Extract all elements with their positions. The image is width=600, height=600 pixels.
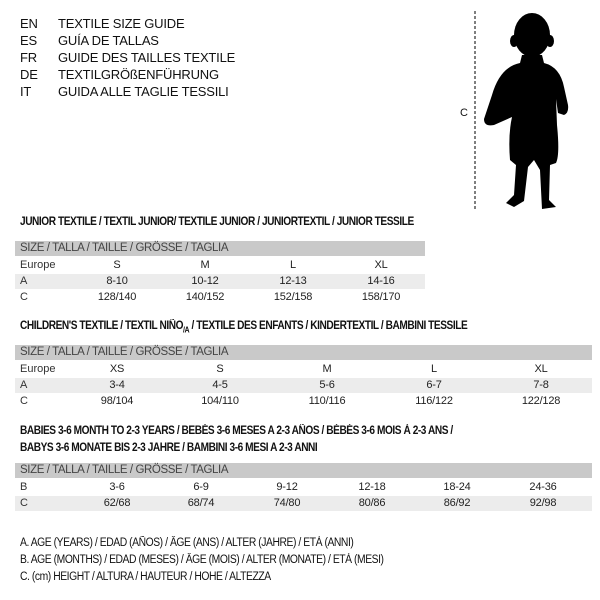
- table-cell: 86/92: [443, 497, 471, 509]
- table-cell: 80/86: [358, 497, 386, 509]
- table-row: B 3-6 6-9 9-12 12-18 18-24 24-36: [15, 480, 592, 495]
- language-label: GUIDA ALLE TAGLIE TESSILI: [58, 84, 229, 99]
- table-cell: 10-12: [191, 275, 219, 287]
- table-cell: 5-6: [319, 379, 335, 391]
- language-label: TEXTILGRÖßENFÜHRUNG: [58, 67, 219, 82]
- babies-title-line2: BABYS 3-6 MONATE BIS 2-3 JAHRE / BAMBINI…: [20, 442, 318, 454]
- row-label: B: [20, 481, 28, 493]
- legend-b: B. AGE (MONTHS) / EDAD (MESES) / ÂGE (MO…: [20, 554, 384, 566]
- table-cell: 8-10: [106, 275, 128, 287]
- table-cell: 128/140: [97, 291, 137, 303]
- table-row: A 8-10 10-12 12-13 14-16: [15, 274, 425, 289]
- table-cell: 4-5: [212, 379, 228, 391]
- table-cell: 116/122: [415, 395, 453, 407]
- children-title-rest: / TEXTILE DES ENFANTS / KINDERTEXTIL / B…: [189, 320, 468, 332]
- table-cell: 7-8: [533, 379, 549, 391]
- children-title-suffix: /A: [183, 325, 190, 335]
- table-row: C 128/140 140/152 152/158 158/170: [15, 290, 425, 305]
- row-label: Europe: [20, 259, 56, 271]
- legend-a: A. AGE (YEARS) / EDAD (AÑOS) / ÂGE (ANS)…: [20, 537, 354, 549]
- table-cell: 74/80: [273, 497, 301, 509]
- table-cell: 14-16: [367, 275, 395, 287]
- table-cell: 110/116: [308, 395, 346, 407]
- language-code: EN: [20, 16, 38, 31]
- table-cell: XL: [534, 363, 548, 375]
- legend-c: C. (cm) HEIGHT / ALTURA / HAUTEUR / HÖHE…: [20, 571, 271, 583]
- children-title-main: CHILDREN'S TEXTILE / TEXTIL NIÑO: [20, 320, 184, 332]
- table-cell: 3-6: [109, 481, 125, 493]
- table-cell: L: [290, 259, 296, 271]
- language-label: TEXTILE SIZE GUIDE: [58, 16, 185, 31]
- language-code: ES: [20, 33, 37, 48]
- table-cell: 3-4: [109, 379, 125, 391]
- row-label: A: [20, 275, 28, 287]
- row-label: C: [20, 291, 28, 303]
- language-code: DE: [20, 67, 38, 82]
- table-cell: 12-18: [358, 481, 386, 493]
- table-cell: 98/104: [100, 395, 134, 407]
- babies-size-header: SIZE / TALLA / TAILLE / GRÖSSE / TAGLIA: [15, 463, 592, 478]
- table-cell: M: [200, 259, 210, 271]
- table-cell: 6-7: [426, 379, 442, 391]
- table-row: C 62/68 68/74 74/80 80/86 86/92 92/98: [15, 496, 592, 511]
- table-cell: 12-13: [279, 275, 307, 287]
- measure-label: C: [460, 107, 468, 119]
- table-cell: S: [216, 363, 224, 375]
- junior-title: JUNIOR TEXTILE / TEXTIL JUNIOR/ TEXTILE …: [20, 216, 414, 228]
- row-label: Europe: [20, 363, 56, 375]
- language-code: FR: [20, 50, 37, 65]
- table-cell: 9-12: [276, 481, 298, 493]
- table-row: C 98/104 104/110 110/116 116/122 122/128: [15, 394, 592, 409]
- row-label: C: [20, 497, 28, 509]
- table-cell: 158/170: [361, 291, 401, 303]
- table-cell: 140/152: [185, 291, 225, 303]
- babies-title-line1: BABIES 3-6 MONTH TO 2-3 YEARS / BEBÉS 3-…: [20, 425, 453, 437]
- table-cell: 152/158: [273, 291, 313, 303]
- table-cell: L: [431, 363, 437, 375]
- table-cell: 62/68: [103, 497, 131, 509]
- table-cell: 92/98: [529, 497, 557, 509]
- table-cell: 18-24: [443, 481, 471, 493]
- table-cell: XL: [374, 259, 388, 271]
- table-row: A 3-4 4-5 5-6 6-7 7-8: [15, 378, 592, 393]
- table-cell: 68/74: [187, 497, 215, 509]
- language-label: GUIDE DES TAILLES TEXTILE: [58, 50, 236, 65]
- table-cell: M: [322, 363, 332, 375]
- table-cell: 122/128: [521, 395, 561, 407]
- table-row: Europe XS S M L XL: [15, 362, 592, 377]
- children-title: CHILDREN'S TEXTILE / TEXTIL NIÑO/A / TEX…: [20, 320, 468, 335]
- row-label: A: [20, 379, 28, 391]
- table-cell: 24-36: [529, 481, 557, 493]
- table-cell: XS: [109, 363, 125, 375]
- child-silhouette-icon: [474, 11, 569, 209]
- table-row: Europe S M L XL: [15, 258, 425, 273]
- children-size-header: SIZE / TALLA / TAILLE / GRÖSSE / TAGLIA: [15, 345, 592, 360]
- table-cell: S: [113, 259, 121, 271]
- row-label: C: [20, 395, 28, 407]
- junior-size-header: SIZE / TALLA / TAILLE / GRÖSSE / TAGLIA: [15, 241, 425, 256]
- language-code: IT: [20, 84, 32, 99]
- language-label: GUÍA DE TALLAS: [58, 33, 159, 48]
- table-cell: 104/110: [201, 395, 239, 407]
- table-cell: 6-9: [193, 481, 209, 493]
